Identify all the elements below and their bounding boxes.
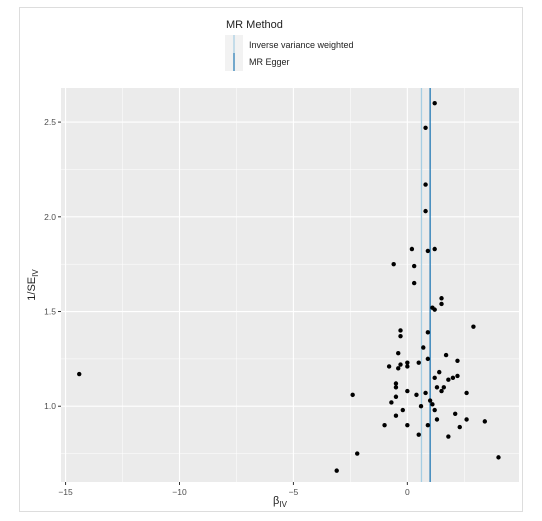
x-tick-label: −5 [289,487,299,497]
data-point [430,402,435,407]
data-point [432,307,437,312]
data-point [411,263,417,269]
data-point [389,400,394,405]
data-point [439,296,444,301]
data-point [439,301,444,307]
y-tick-label: 1.0 [44,401,56,411]
data-point [421,345,426,350]
legend-label-ivw: Inverse variance weighted [249,40,354,50]
data-point [386,364,392,369]
data-point [464,390,469,396]
data-point [416,360,421,365]
plot-frame: MR Method Inverse variance weighted MR E… [19,7,523,512]
data-point [425,422,431,428]
data-point [452,411,458,417]
data-point [405,360,410,365]
watermark: 知乎 @生信果 [428,489,516,505]
data-point [400,407,405,413]
data-point [405,388,410,394]
data-point [432,407,437,413]
x-axis-title-sub: IV [279,500,287,509]
data-point [334,468,339,473]
legend-title: MR Method [226,19,283,31]
data-point [416,432,421,437]
data-point [382,422,387,428]
data-point [418,404,424,409]
y-axis: 1.0 1.5 2.0 2.5 [44,117,61,411]
data-point [432,246,437,252]
data-point [398,333,403,339]
x-tick-label: 0 [405,487,410,497]
x-axis-title: βIV [273,495,288,509]
data-point [414,392,419,398]
data-point [432,100,437,106]
data-point [446,434,451,439]
y-axis-title-sub: IV [31,269,40,277]
legend: MR Method Inverse variance weighted MR E… [225,19,354,71]
x-axis: −15 −10 −5 0 [58,482,410,497]
data-point [423,182,428,187]
data-point [409,246,415,252]
data-point [457,424,462,430]
data-point [350,392,355,398]
data-point [496,455,501,460]
data-point [393,413,399,418]
y-axis-title: 1/SEIV [26,269,40,301]
funnel-plot: MR Method Inverse variance weighted MR E… [26,19,519,509]
data-point [432,375,437,381]
data-point [434,417,440,422]
data-point [391,261,396,267]
data-point [396,350,401,356]
data-point [482,419,488,424]
data-point [393,394,399,399]
x-tick-label: −10 [172,487,187,497]
y-tick-label: 2.0 [44,212,56,222]
data-point [423,390,428,396]
data-point [443,352,449,358]
data-point [455,358,460,363]
data-point [425,330,431,335]
plot-panel [61,88,519,482]
data-point [423,125,428,130]
data-point [464,417,469,422]
data-point [355,451,360,456]
data-point [425,356,431,362]
data-point [434,385,440,390]
data-point [439,388,444,394]
data-point [396,366,401,371]
y-tick-label: 2.5 [44,117,56,127]
data-points [77,100,501,473]
data-point [446,377,451,382]
data-point [398,362,403,367]
data-point [455,373,460,379]
data-point [441,385,447,390]
method-lines [420,88,431,482]
data-point [393,381,399,386]
y-axis-title-main: 1/SE [26,277,38,301]
data-point [398,328,403,333]
data-point [471,324,476,329]
data-point [423,208,428,214]
data-point [393,385,399,390]
data-point [411,280,417,286]
x-axis-title-main: β [273,495,279,507]
data-point [405,364,410,369]
gridlines [61,88,519,482]
data-point [405,422,410,428]
y-tick-label: 1.5 [44,307,56,317]
data-point [437,369,442,375]
legend-label-egger: MR Egger [249,57,290,67]
data-point [77,371,82,377]
x-tick-label: −15 [58,487,73,497]
data-point [425,248,431,254]
data-point [450,375,456,381]
data-point [427,398,433,403]
